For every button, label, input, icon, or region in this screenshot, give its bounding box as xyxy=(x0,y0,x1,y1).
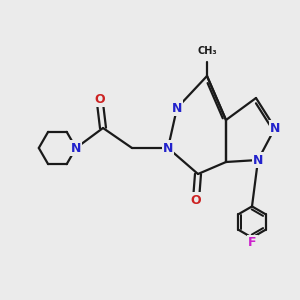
Text: N: N xyxy=(172,101,182,115)
Text: N: N xyxy=(253,154,263,166)
Text: N: N xyxy=(163,142,173,154)
Text: N: N xyxy=(270,122,280,134)
Text: O: O xyxy=(95,93,105,106)
Text: O: O xyxy=(191,194,201,206)
Text: N: N xyxy=(71,142,81,154)
Text: CH₃: CH₃ xyxy=(197,46,217,56)
Text: F: F xyxy=(248,236,256,250)
